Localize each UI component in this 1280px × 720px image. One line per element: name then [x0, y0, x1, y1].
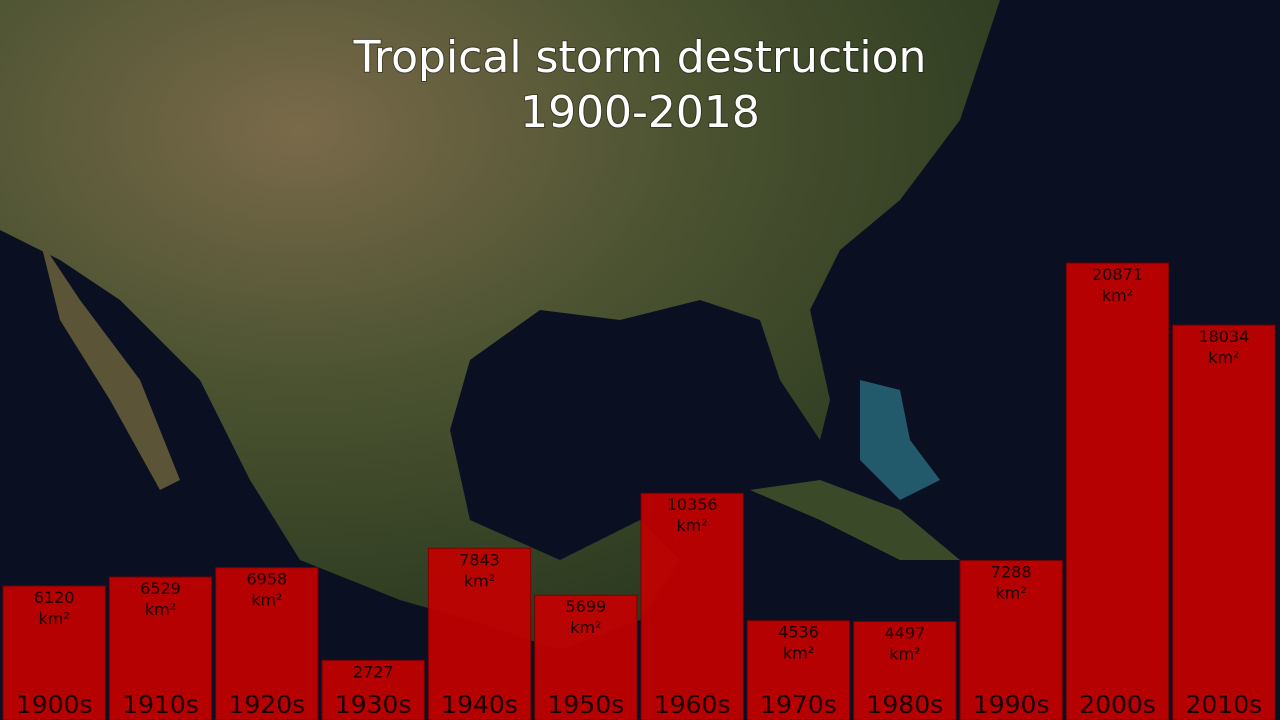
value-label: 6958 — [246, 570, 287, 589]
category-label: 1910s — [122, 690, 199, 719]
land — [0, 0, 1000, 650]
peninsula — [40, 240, 180, 490]
value-label: 5699 — [565, 597, 606, 616]
bar — [853, 621, 957, 720]
value-label: 6120 — [34, 588, 75, 607]
bar — [1065, 262, 1170, 720]
category-label: 1940s — [441, 690, 518, 719]
category-label: 1970s — [760, 690, 837, 719]
unit-label: km² — [1102, 286, 1133, 305]
value-label: 4497 — [884, 624, 925, 643]
shoals — [860, 380, 940, 500]
unit-label: km² — [251, 591, 282, 610]
bar — [108, 576, 213, 720]
bar — [2, 585, 106, 720]
category-label: 1990s — [973, 690, 1050, 719]
bar — [321, 659, 425, 720]
bar — [746, 620, 851, 720]
island — [750, 480, 960, 560]
value-label: 20871 — [1092, 265, 1143, 284]
value-label: 2727 — [353, 662, 394, 681]
unit-label: km² — [145, 600, 176, 619]
category-label: 1980s — [867, 690, 944, 719]
category-label: 1900s — [16, 690, 93, 719]
category-label: 1930s — [335, 690, 412, 719]
unit-label: km² — [1208, 348, 1239, 367]
unit-label: km² — [889, 645, 920, 664]
bar — [959, 559, 1063, 720]
unit-label: km² — [39, 609, 70, 628]
unit-label: km² — [570, 618, 601, 637]
value-label: 4536 — [778, 623, 819, 642]
unit-label: km² — [464, 571, 495, 590]
bar — [427, 547, 532, 720]
value-label: 7288 — [991, 562, 1032, 581]
unit-label: km² — [677, 516, 708, 535]
bar — [215, 567, 319, 720]
chart-subtitle: 1900-2018 — [520, 87, 760, 138]
bar — [1172, 324, 1276, 720]
category-label: 1920s — [229, 690, 306, 719]
category-label: 2000s — [1079, 690, 1156, 719]
category-label: 2010s — [1186, 690, 1263, 719]
category-label: 1960s — [654, 690, 731, 719]
bar — [640, 492, 744, 720]
unit-label: km² — [996, 583, 1027, 602]
bar — [534, 594, 638, 720]
value-label: 7843 — [459, 550, 500, 569]
chart-title: Tropical storm destruction — [353, 32, 927, 83]
value-label: 18034 — [1198, 327, 1249, 346]
value-label: 6529 — [140, 579, 181, 598]
unit-label: km² — [783, 644, 814, 663]
value-label: 10356 — [667, 495, 718, 514]
category-label: 1950s — [548, 690, 625, 719]
